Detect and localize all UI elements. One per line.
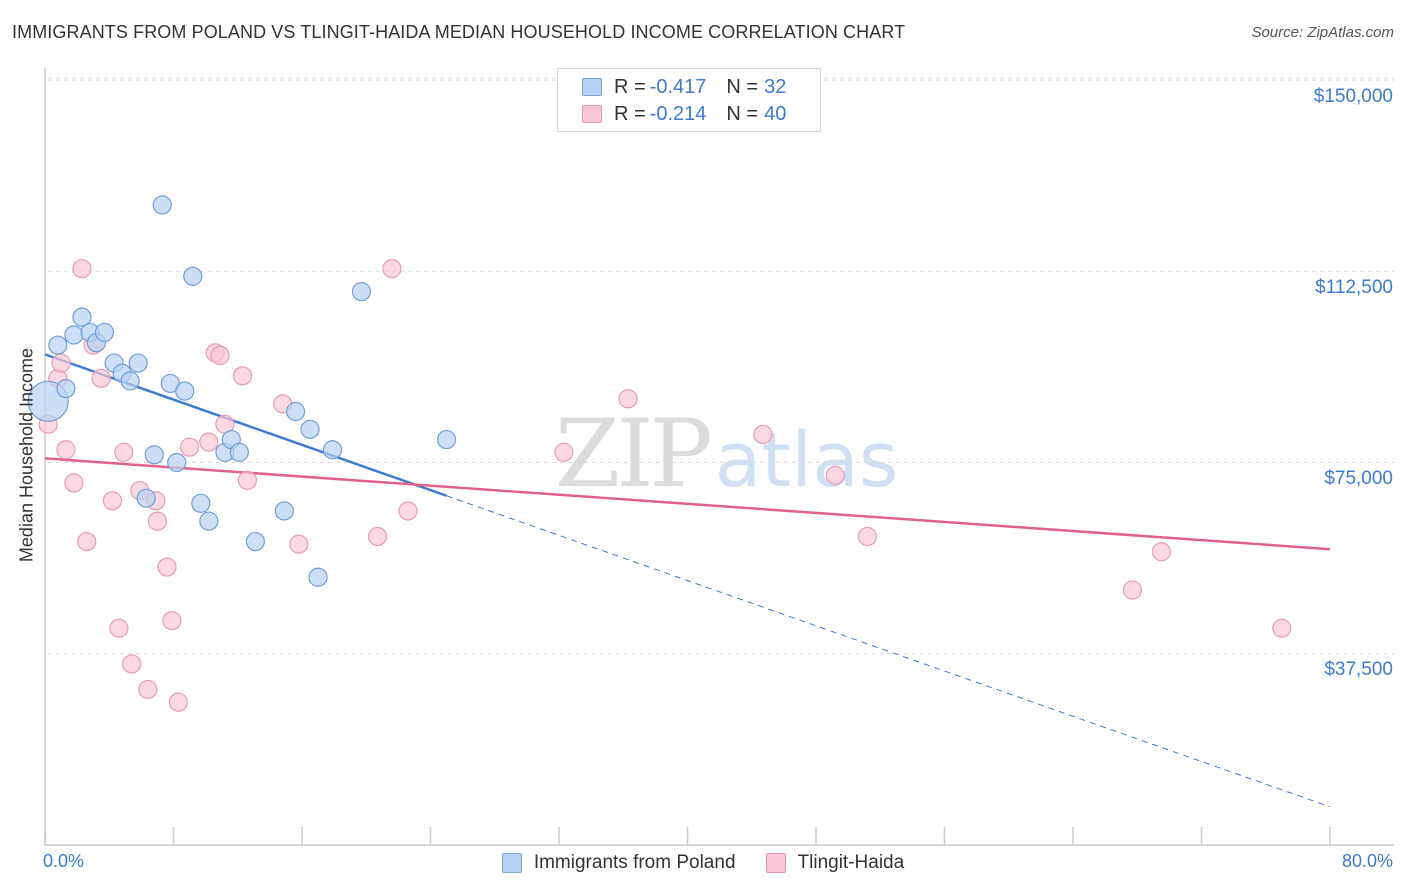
y-tick-label-37500: $37,500 <box>1324 659 1393 680</box>
tlingit-point <box>398 501 418 521</box>
tlingit-point <box>77 531 97 552</box>
poland-point <box>144 445 164 465</box>
poland-point <box>128 353 148 373</box>
poland-point <box>285 401 306 422</box>
tlingit-point <box>1272 618 1292 638</box>
axes <box>44 68 1394 846</box>
poland-point <box>64 325 84 345</box>
trend-line-1 <box>44 457 1331 551</box>
legend-label-tlingit: Tlingit-Haida <box>797 852 905 873</box>
tlingit-point <box>179 437 200 457</box>
poland-point <box>199 511 219 531</box>
poland-point <box>56 378 76 399</box>
poland-point <box>300 419 320 439</box>
r-label: R = <box>614 102 646 125</box>
tlingit-point <box>232 366 253 386</box>
tlingit-point <box>162 610 182 631</box>
tlingit-point <box>199 432 219 452</box>
poland-point <box>175 381 195 401</box>
tlingit-point <box>237 470 257 490</box>
tlingit-point <box>210 345 230 365</box>
tlingit-point <box>554 442 574 462</box>
tlingit-point <box>157 557 177 577</box>
tlingit-point <box>56 440 76 460</box>
blue-swatch-icon <box>582 78 602 96</box>
pink-swatch-icon <box>765 853 786 873</box>
poland-point <box>94 322 115 343</box>
y-tick-label-75000: $75,000 <box>1324 468 1393 489</box>
pink-swatch-icon <box>582 105 602 123</box>
legend-label-poland: Immigrants from Poland <box>533 852 736 873</box>
tlingit-point <box>122 654 142 674</box>
correlation-stats-box: R = -0.417 N = 32 R = -0.214 N = 40 <box>557 68 821 132</box>
tlingit-point <box>51 353 71 373</box>
watermark-atlas: atlas <box>714 415 899 504</box>
data-points <box>27 195 1292 712</box>
tlingit-point <box>1151 542 1171 562</box>
tlingit-point <box>138 679 158 700</box>
r-value: -0.214 <box>649 102 707 125</box>
poland-point <box>191 493 211 513</box>
y-tick-label-112500: $112,500 <box>1315 277 1393 298</box>
poland-point <box>120 371 140 391</box>
y-axis-title: Median Household Income <box>16 347 37 563</box>
n-label: N = <box>726 75 759 98</box>
legend: Immigrants from Poland Tlingit-Haida <box>0 852 1406 874</box>
watermark: ZIPatlas <box>555 400 898 509</box>
n-label: N = <box>726 102 759 125</box>
poland-point <box>183 266 203 286</box>
chart-title: IMMIGRANTS FROM POLAND VS TLINGIT-HAIDA … <box>12 22 906 42</box>
tlingit-point <box>382 259 402 279</box>
poland-point <box>351 282 372 302</box>
n-value: 32 <box>764 75 787 98</box>
poland-point <box>308 567 328 587</box>
trend-line-solid-0 <box>44 353 447 497</box>
x-tick-label-max: 80.0% <box>1341 851 1393 871</box>
stats-row-tlingit: R = -0.214 N = 40 <box>582 101 786 127</box>
legend-item-tlingit[interactable]: Tlingit-Haida <box>765 852 905 874</box>
poland-point <box>274 501 294 521</box>
poland-point <box>72 307 92 327</box>
tlingit-point <box>102 491 123 511</box>
poland-point <box>229 442 249 462</box>
tlingit-point <box>753 424 773 445</box>
blue-swatch-icon <box>501 853 522 873</box>
stats-row-poland: R = -0.417 N = 32 <box>582 74 786 100</box>
y-tick-label-150000: $150,000 <box>1313 86 1393 107</box>
poland-point <box>152 195 172 215</box>
source-label: Source: ZipAtlas.com <box>1251 24 1394 41</box>
tlingit-point <box>72 259 92 279</box>
tlingit-point <box>109 618 129 638</box>
poland-point <box>167 452 187 473</box>
tlingit-point <box>91 368 111 388</box>
tlingit-point <box>367 526 388 547</box>
x-tick-label-min: 0.0% <box>43 851 85 871</box>
tlingit-point <box>114 442 134 462</box>
legend-item-poland[interactable]: Immigrants from Poland <box>501 852 736 874</box>
r-label: R = <box>614 75 646 98</box>
tlingit-point <box>1122 580 1143 600</box>
tlingit-point <box>64 473 84 493</box>
tlingit-point <box>289 534 309 554</box>
n-value: 40 <box>764 102 787 125</box>
tlingit-point <box>147 511 168 531</box>
tlingit-point <box>825 465 845 485</box>
poland-point <box>245 531 266 552</box>
poland-point <box>436 429 457 450</box>
watermark-zip: ZIP <box>555 400 713 509</box>
trend-lines <box>44 353 1331 808</box>
r-value: -0.417 <box>649 75 707 98</box>
tlingit-point <box>618 389 638 409</box>
gridlines <box>48 77 1394 655</box>
poland-point <box>48 335 68 355</box>
trend-line-dashed-0 <box>446 495 1331 808</box>
poland-point <box>136 488 156 508</box>
poland-point <box>322 440 343 460</box>
tlingit-point <box>857 526 878 547</box>
tlingit-point <box>168 692 188 712</box>
